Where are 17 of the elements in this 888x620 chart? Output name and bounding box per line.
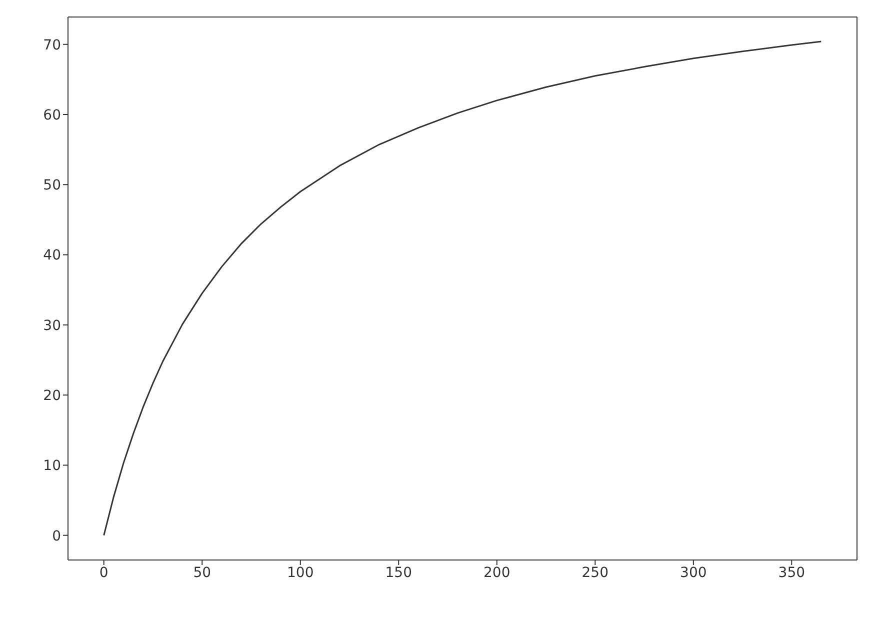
x-tick-label: 350 <box>778 564 806 581</box>
x-tick-label: 0 <box>99 564 108 581</box>
y-tick-label: 20 <box>43 388 61 404</box>
x-tick-label: 50 <box>193 564 212 581</box>
x-tick-label: 300 <box>680 564 707 581</box>
y-tick-label: 30 <box>43 318 61 334</box>
y-tick-label: 60 <box>43 107 61 124</box>
x-tick-label: 250 <box>582 564 609 581</box>
x-tick-label: 200 <box>484 564 510 581</box>
y-tick-label: 70 <box>43 37 61 54</box>
x-tick-label: 100 <box>287 564 314 581</box>
line-series <box>103 40 822 536</box>
y-tick-label: 50 <box>43 178 61 194</box>
y-tick-label: 0 <box>52 528 61 544</box>
x-tick-label: 150 <box>385 564 412 581</box>
y-tick-label: 10 <box>43 458 61 474</box>
y-tick-label: 40 <box>43 248 61 264</box>
